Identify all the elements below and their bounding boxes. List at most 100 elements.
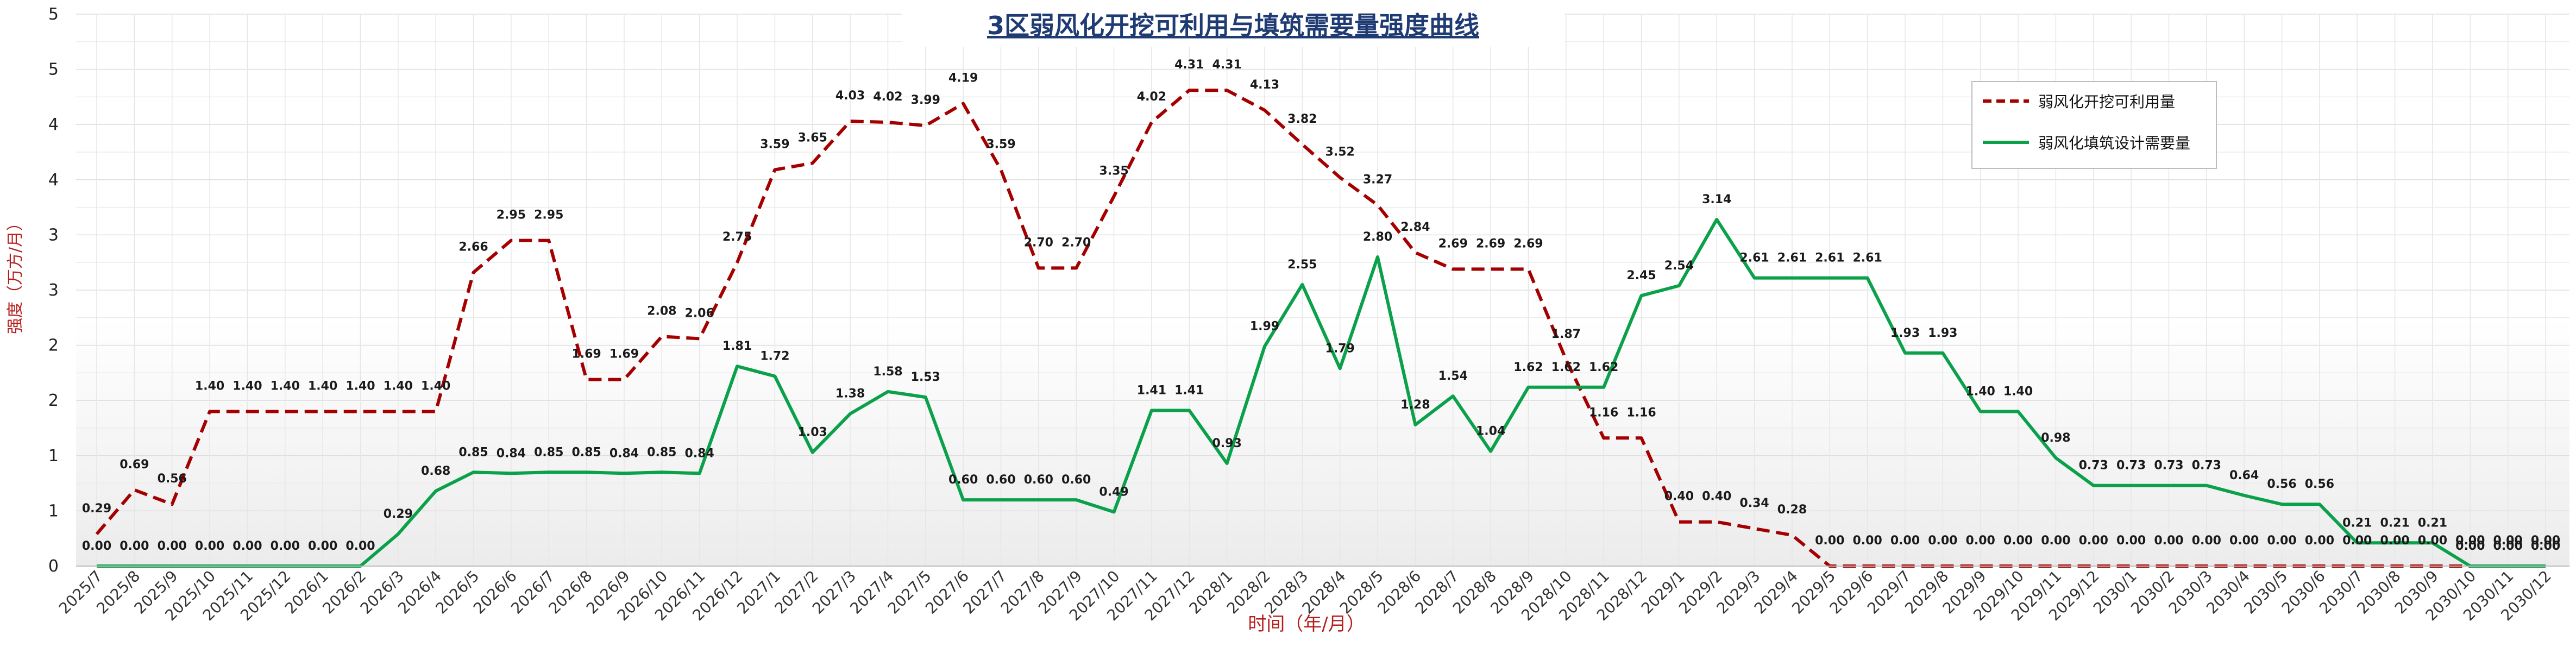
data-labels: 0.29 0.69 0.56 1.40 1.40 1.40 1.40 1.40 1.40 1.40… (82, 58, 2560, 553)
data-label: 1.40 (271, 380, 300, 393)
data-label: 2.61 (1852, 252, 1882, 265)
data-label: 1.40 (384, 380, 413, 393)
chart-title: 3区弱风化开挖可利用与填筑需要量强度曲线 (987, 11, 1479, 40)
data-label: 3.27 (1363, 173, 1392, 187)
data-label: 1.69 (610, 348, 639, 361)
data-label: 0.00 (120, 539, 149, 553)
data-label: 1.87 (1551, 328, 1581, 341)
data-label: 1.40 (421, 380, 450, 393)
data-label: 0.00 (1890, 534, 1920, 548)
data-label: 0.93 (1212, 437, 1241, 450)
data-label: 0.00 (2531, 534, 2560, 548)
data-label: 4.02 (1137, 90, 1166, 104)
data-label: 1.93 (1890, 326, 1920, 340)
data-label: 1.40 (233, 380, 262, 393)
legend-label-excavation: 弱风化开挖可利用量 (2038, 93, 2175, 111)
data-label: 0.00 (1928, 534, 1957, 548)
data-label: 2.08 (647, 304, 676, 318)
data-label: 0.00 (2154, 534, 2183, 548)
y-tick-label: 3 (48, 225, 59, 244)
data-label: 0.64 (2229, 469, 2259, 482)
y-tick-label: 4 (48, 171, 59, 190)
data-label: 0.00 (1966, 534, 1995, 548)
data-label: 3.59 (760, 138, 789, 152)
data-label: 0.73 (2116, 459, 2146, 473)
y-tick-label: 2 (48, 336, 59, 355)
data-label: 0.00 (2418, 534, 2447, 548)
data-label: 4.31 (1212, 58, 1241, 72)
data-label: 3.52 (1325, 146, 1355, 159)
legend-label-fill: 弱风化填筑设计需要量 (2038, 134, 2190, 152)
data-label: 0.29 (384, 507, 413, 521)
data-label: 2.69 (1513, 237, 1543, 250)
data-label: 0.00 (195, 539, 224, 553)
data-label: 0.34 (1739, 497, 1769, 510)
data-label: 0.00 (271, 539, 300, 553)
data-label: 4.31 (1174, 58, 1204, 72)
data-label: 0.00 (2380, 534, 2409, 548)
data-label: 0.00 (2079, 534, 2108, 548)
data-label: 3.14 (1702, 193, 1731, 206)
data-label: 0.73 (2079, 459, 2108, 473)
data-label: 2.06 (685, 306, 714, 320)
data-label: 4.03 (835, 89, 865, 103)
data-label: 1.38 (835, 387, 865, 401)
data-label: 0.73 (2192, 459, 2221, 473)
data-label: 1.40 (308, 380, 337, 393)
data-label: 2.80 (1363, 230, 1392, 244)
data-label: 0.00 (2116, 534, 2146, 548)
data-label: 1.16 (1589, 406, 1618, 419)
data-label: 0.69 (120, 458, 149, 472)
series-line-fill (97, 218, 2546, 568)
data-label: 0.00 (2531, 539, 2560, 553)
data-label: 1.04 (1476, 425, 1505, 438)
data-label: 0.00 (1852, 534, 1882, 548)
data-label: 0.84 (497, 447, 526, 460)
data-label: 1.58 (873, 365, 902, 379)
data-label: 0.00 (2003, 534, 2033, 548)
data-label: 2.70 (1024, 236, 1053, 249)
data-label: 0.56 (2267, 478, 2296, 491)
title-backdrop (902, 3, 1565, 47)
data-label: 2.45 (1626, 269, 1656, 282)
data-label: 1.40 (345, 380, 375, 393)
data-label: 0.60 (1024, 473, 1053, 487)
data-label: 0.00 (2192, 534, 2221, 548)
data-label: 1.28 (1400, 398, 1430, 412)
y-axis-title: 强度（万方/月） (6, 215, 25, 334)
data-label: 4.02 (873, 90, 902, 104)
data-label: 0.60 (986, 473, 1015, 487)
data-label: 0.49 (1099, 485, 1128, 499)
data-label: 0.00 (345, 539, 375, 553)
data-label: 0.00 (2455, 534, 2485, 548)
data-label: 0.85 (534, 445, 563, 459)
data-label: 1.62 (1513, 361, 1543, 374)
legend-box (1971, 81, 2217, 169)
y-tick-label: 2 (48, 391, 59, 410)
data-label: 1.40 (1966, 385, 1995, 399)
data-label: 0.56 (158, 472, 187, 486)
data-label: 1.81 (722, 340, 752, 353)
data-label: 2.54 (1664, 259, 1694, 273)
data-label: 0.00 (233, 539, 262, 553)
data-label: 0.00 (2342, 534, 2372, 548)
data-label: 3.82 (1287, 112, 1317, 126)
data-label: 0.40 (1664, 490, 1694, 504)
data-label: 2.95 (534, 209, 563, 222)
data-label: 3.99 (911, 93, 940, 107)
data-label: 0.28 (1777, 503, 1807, 517)
data-label: 2.84 (1400, 221, 1430, 234)
data-label: 2.69 (1438, 237, 1468, 250)
data-label: 0.73 (2154, 459, 2183, 473)
data-label: 1.41 (1174, 384, 1204, 397)
data-label: 2.70 (1061, 236, 1091, 249)
data-label: 1.72 (760, 349, 789, 363)
x-axis-title: 时间（年/月） (1248, 613, 1365, 635)
data-label: 0.00 (2455, 539, 2485, 553)
data-label: 0.00 (1815, 534, 1844, 548)
data-label: 3.35 (1099, 164, 1128, 178)
y-tick-label: 4 (48, 115, 59, 134)
data-label: 0.00 (2041, 534, 2070, 548)
data-label: 0.21 (2342, 516, 2372, 530)
